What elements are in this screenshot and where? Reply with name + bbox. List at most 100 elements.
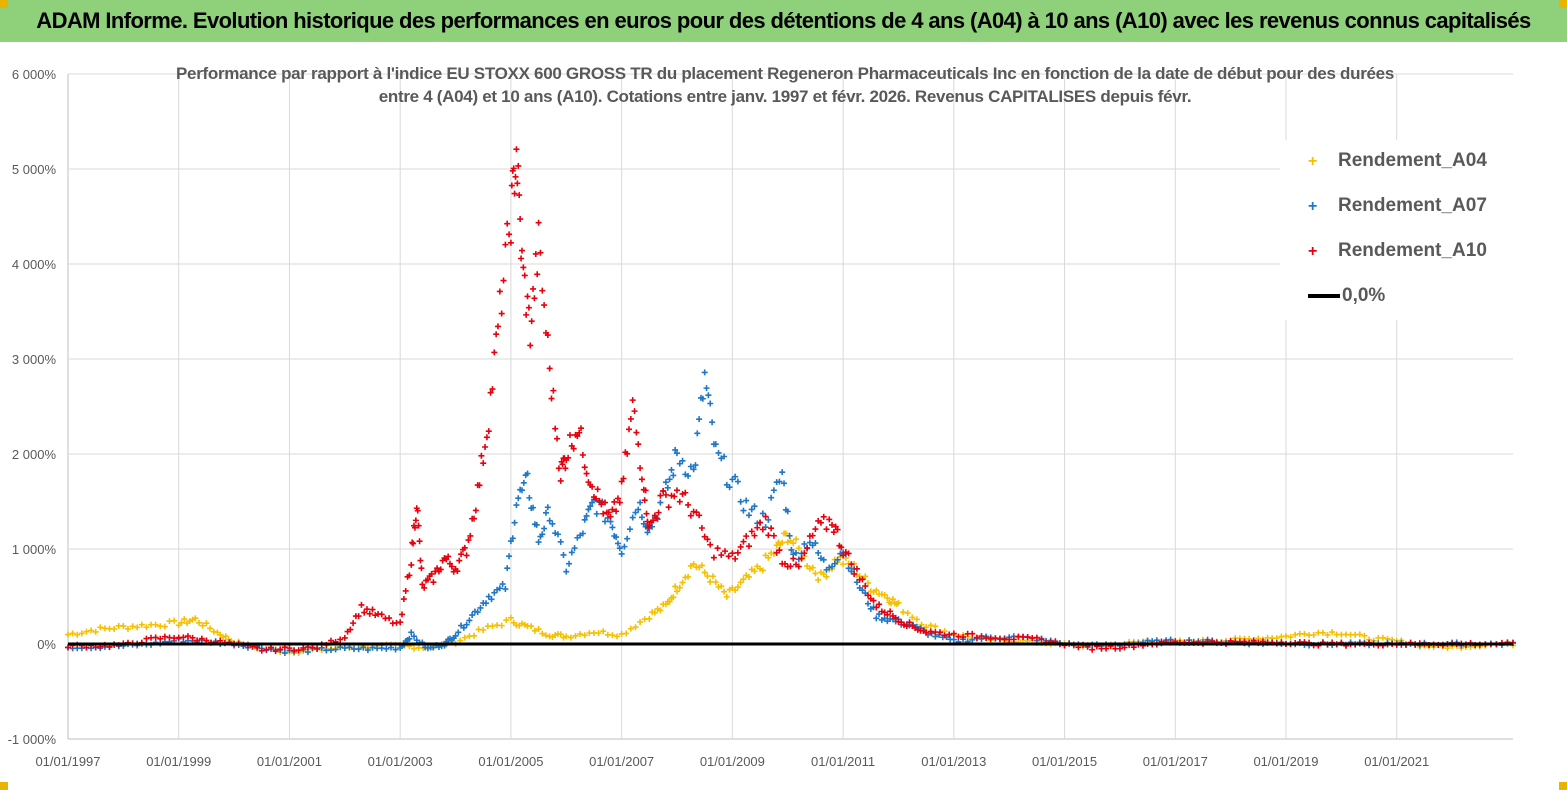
data-point (732, 473, 739, 480)
data-point (672, 583, 679, 590)
page-title: ADAM Informe. Evolution historique des p… (36, 8, 1531, 33)
data-point (666, 598, 673, 605)
data-point (534, 271, 541, 278)
data-point (525, 304, 532, 311)
legend-label: 0,0% (1342, 285, 1386, 306)
title-banner (0, 0, 1567, 42)
data-point (1292, 631, 1299, 638)
data-point (528, 623, 535, 630)
data-point (530, 285, 537, 292)
data-point (884, 595, 891, 602)
data-point (515, 162, 522, 169)
data-point (788, 546, 795, 553)
data-point (88, 627, 95, 634)
data-point (740, 507, 747, 514)
data-point (412, 517, 419, 524)
data-point (714, 545, 721, 552)
data-point (732, 555, 739, 562)
data-point (491, 349, 498, 356)
data-point (950, 630, 957, 637)
y-tick-label: 3 000% (12, 352, 57, 367)
data-point (776, 547, 783, 554)
data-point (461, 544, 468, 551)
data-point (568, 549, 575, 556)
data-point (358, 601, 365, 608)
data-point (520, 479, 527, 486)
data-point (542, 509, 549, 516)
data-point (511, 519, 518, 526)
data-point (531, 627, 538, 634)
data-point (1010, 636, 1017, 643)
data-point (776, 478, 783, 485)
data-point (665, 504, 672, 511)
data-point (653, 515, 660, 522)
data-point (743, 533, 750, 540)
data-point (748, 506, 755, 513)
data-point (503, 617, 510, 624)
plus-marker-icon: + (1308, 153, 1318, 170)
data-point (83, 644, 90, 651)
data-point (510, 165, 517, 172)
data-point (668, 466, 675, 473)
data-point (550, 387, 557, 394)
data-point (581, 464, 588, 471)
data-point (207, 625, 214, 632)
data-point (198, 635, 205, 642)
data-point (567, 634, 574, 641)
data-point (548, 395, 555, 402)
data-point (574, 433, 581, 440)
data-point (635, 441, 642, 448)
data-point (471, 632, 478, 639)
data-point (530, 504, 537, 511)
data-point (555, 465, 562, 472)
data-point (918, 621, 925, 628)
data-point (504, 565, 511, 572)
data-point (347, 626, 354, 633)
data-point (585, 506, 592, 513)
data-point (605, 509, 612, 516)
data-point (533, 521, 540, 528)
data-point (192, 615, 199, 622)
data-point (456, 557, 463, 564)
data-point (740, 576, 747, 583)
x-tick-label: 01/01/2001 (257, 754, 322, 769)
data-point (768, 525, 775, 532)
data-point (718, 552, 725, 559)
data-point (889, 596, 896, 603)
data-point (637, 618, 644, 625)
data-point (263, 646, 270, 653)
data-point (466, 617, 473, 624)
data-point (544, 504, 551, 511)
data-point (674, 487, 681, 494)
data-point (729, 550, 736, 557)
x-tick-label: 01/01/2017 (1143, 754, 1208, 769)
data-point (542, 632, 549, 639)
data-point (589, 483, 596, 490)
data-point (399, 611, 406, 618)
data-point (445, 553, 452, 560)
data-point (793, 536, 800, 543)
data-point (779, 539, 786, 546)
x-tick-label: 01/01/2005 (478, 754, 543, 769)
data-point (281, 650, 288, 657)
data-point (508, 182, 515, 189)
x-tick-label: 01/01/2007 (589, 754, 654, 769)
data-point (815, 549, 822, 556)
data-point (829, 521, 836, 528)
data-point (676, 498, 683, 505)
legend-label: Rendement_A07 (1338, 195, 1487, 216)
data-point (632, 624, 639, 631)
chart-title-line: entre 4 (A04) et 10 ans (A10). Cotations… (378, 87, 1192, 106)
data-point (513, 502, 520, 509)
data-point (516, 192, 523, 199)
data-point (745, 543, 752, 550)
data-point (477, 604, 484, 611)
data-point (478, 452, 485, 459)
data-point (614, 540, 621, 547)
data-point (786, 532, 793, 539)
data-point (518, 255, 525, 262)
data-point (809, 564, 816, 571)
x-tick-label: 01/01/2011 (811, 754, 875, 769)
data-point (865, 600, 872, 607)
data-point (189, 634, 196, 641)
